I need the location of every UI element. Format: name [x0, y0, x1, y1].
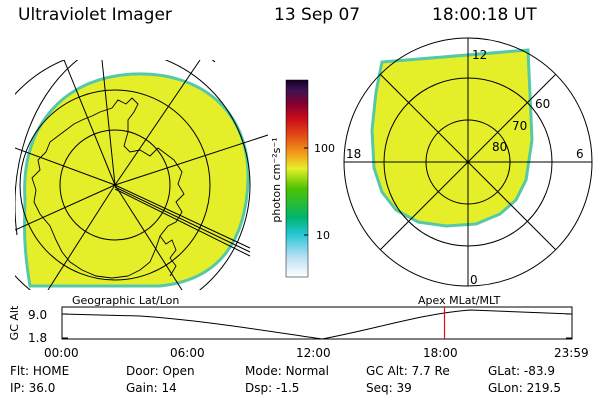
info-gc-alt: GC Alt: 7.7 Re: [366, 364, 450, 378]
timeline-ylabel: GC Alt: [8, 305, 21, 340]
lat-circle: [19, 89, 211, 281]
info-door: Door: Open: [126, 364, 195, 378]
mlt-label-0: 0: [470, 273, 478, 287]
colorbar-unit-label: photon cm⁻²s⁻¹: [270, 137, 283, 222]
meridian-line: [15, 147, 116, 186]
colorbar-gradient: [285, 79, 309, 278]
mlt-label-12: 12: [472, 48, 487, 62]
info-seq: Seq: 39: [366, 381, 412, 395]
meridian-line: [114, 184, 251, 249]
altitude-trace: [61, 309, 573, 340]
x-tick-label: 06:00: [170, 346, 205, 360]
y-tick-label: 9.0: [28, 308, 47, 322]
timeline-frame: [61, 306, 573, 340]
lat-circle: [59, 129, 171, 241]
info-glon: GLon: 219.5: [488, 381, 561, 395]
info-ip: IP: 36.0: [10, 381, 56, 395]
image-date: 13 Sep 07: [274, 5, 361, 25]
meridian-line: [114, 134, 269, 186]
colorbar-tick-label: 100: [314, 142, 335, 155]
colorbar-tick-label: 10: [316, 229, 330, 242]
lat-circle: [15, 60, 251, 290]
peninsula-outline: [159, 235, 177, 277]
mlat-label-60: 60: [535, 97, 550, 111]
info-glat: GLat: -83.9: [488, 364, 555, 378]
mlt-label-18: 18: [346, 147, 361, 161]
x-tick-label: 00:00: [44, 346, 79, 360]
left-panel-caption: Geographic Lat/Lon: [72, 294, 179, 307]
meridian-line: [114, 186, 251, 253]
uv-image-right: [370, 48, 534, 228]
info-dsp: Dsp: -1.5: [245, 381, 300, 395]
mlat-label-80: 80: [492, 140, 507, 154]
y-tick-label: 1.8: [28, 331, 47, 345]
meridian-line: [15, 184, 116, 231]
meridian-line: [63, 60, 116, 186]
right-panel-caption: Apex MLat/MLT: [418, 294, 501, 307]
horizon-arc: [15, 60, 216, 236]
info-flight: Flt: HOME: [10, 364, 70, 378]
continent-outline: [31, 97, 185, 279]
info-gain: Gain: 14: [126, 381, 177, 395]
app-title: Ultraviolet Imager: [18, 5, 172, 25]
info-mode: Mode: Normal: [245, 364, 329, 378]
meridian-line: [101, 60, 116, 186]
mlt-label-6: 6: [576, 147, 584, 161]
meridian-line: [114, 184, 183, 290]
x-tick-label: 23:59: [554, 346, 589, 360]
meridian-line: [114, 60, 201, 186]
x-tick-label: 12:00: [296, 346, 331, 360]
meridian-line: [47, 184, 116, 290]
mlt-line: [379, 73, 557, 251]
image-time: 18:00:18 UT: [432, 5, 537, 25]
mlat-label-70: 70: [512, 119, 527, 133]
x-tick-label: 18:00: [423, 346, 458, 360]
meridian-line: [114, 188, 251, 257]
